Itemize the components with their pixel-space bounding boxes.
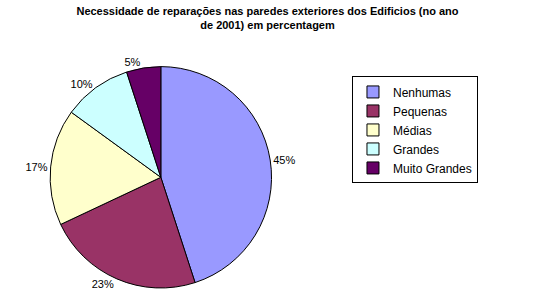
svg-text:45%: 45% <box>273 154 295 166</box>
svg-text:Pequenas: Pequenas <box>393 105 447 119</box>
svg-text:Nenhumas: Nenhumas <box>393 86 451 100</box>
svg-text:Médias: Médias <box>393 124 432 138</box>
svg-text:10%: 10% <box>71 78 93 90</box>
svg-text:23%: 23% <box>92 278 114 290</box>
svg-text:Grandes: Grandes <box>393 143 439 157</box>
svg-text:Muito Grandes: Muito Grandes <box>393 162 472 176</box>
svg-text:17%: 17% <box>25 161 47 173</box>
svg-text:5%: 5% <box>124 56 140 68</box>
svg-text:Necessidade de reparações nas: Necessidade de reparações nas paredes ex… <box>76 5 458 31</box>
